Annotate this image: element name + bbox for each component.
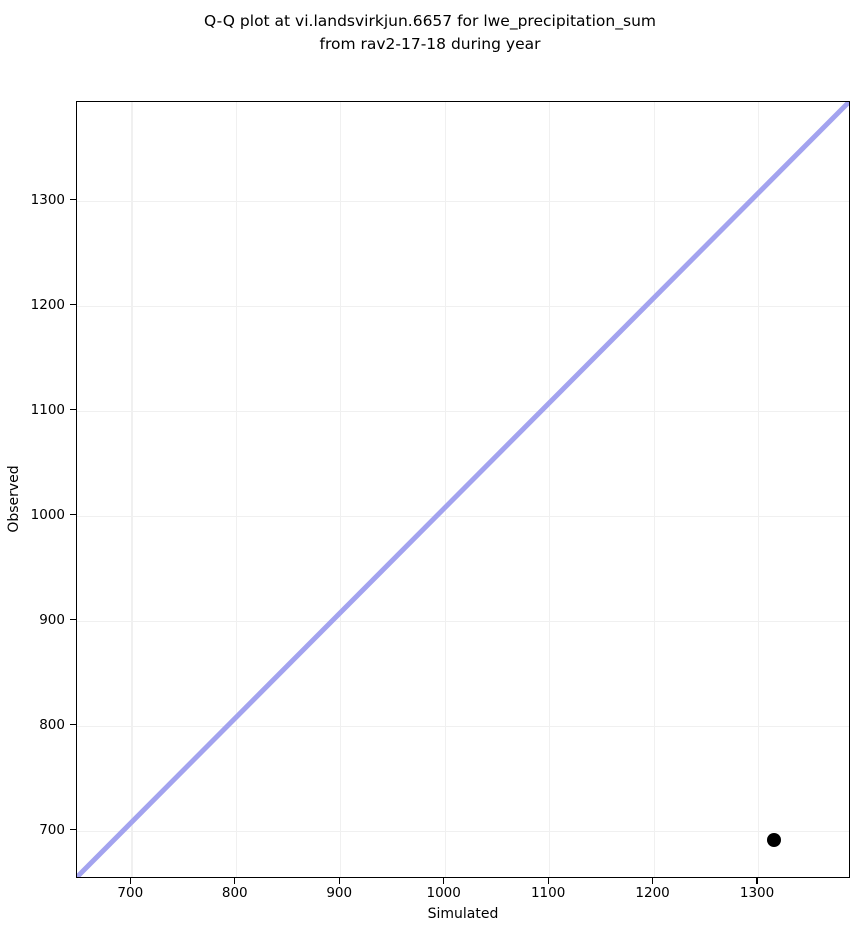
y-axis-tick-label: 1100 xyxy=(30,401,65,418)
x-axis-tick xyxy=(338,878,340,884)
x-axis-tick-label: 900 xyxy=(326,885,353,901)
gridline-vertical xyxy=(131,102,133,877)
data-point xyxy=(766,833,781,848)
gridline-horizontal xyxy=(77,410,849,412)
y-axis-tick-label: 700 xyxy=(39,821,65,838)
y-axis-tick xyxy=(70,619,76,621)
gridline-vertical xyxy=(653,102,655,877)
x-axis-tick xyxy=(651,878,654,884)
one-to-one-line xyxy=(77,102,849,877)
gridline-horizontal xyxy=(77,725,849,727)
x-axis-tick-label: 1200 xyxy=(635,885,670,901)
y-axis-label-text: Observed xyxy=(6,465,22,533)
y-axis-tick xyxy=(70,409,76,411)
gridline-vertical xyxy=(549,102,551,877)
x-axis-tick-label: 1300 xyxy=(739,885,775,901)
gridline-horizontal xyxy=(77,830,849,832)
x-axis-tick-label: 800 xyxy=(221,885,248,901)
gridline-horizontal xyxy=(77,620,849,622)
y-axis-tick-label: 900 xyxy=(39,611,65,628)
x-axis-tick xyxy=(443,878,445,884)
y-axis-tick xyxy=(70,829,76,831)
gridline-horizontal xyxy=(77,200,849,202)
y-axis-tick-label: 800 xyxy=(39,716,65,733)
y-axis-tick xyxy=(70,304,76,306)
x-axis-tick-label: 1000 xyxy=(426,885,461,901)
reference-line xyxy=(77,102,849,877)
y-axis-tick-label: 1300 xyxy=(30,191,65,208)
x-axis-tick xyxy=(234,878,236,884)
gridline-vertical xyxy=(444,102,446,877)
y-axis-tick xyxy=(70,199,76,201)
gridline-vertical xyxy=(340,102,342,877)
gridline-horizontal xyxy=(77,515,849,517)
gridline-vertical xyxy=(235,102,237,877)
y-axis-tick-label: 1000 xyxy=(30,506,65,523)
gridline-horizontal xyxy=(77,305,849,307)
gridline-vertical xyxy=(758,102,760,877)
y-axis-tick xyxy=(70,724,76,726)
x-axis-label: Simulated xyxy=(427,906,499,922)
x-axis-tick-label: 700 xyxy=(117,885,144,901)
x-axis-tick-label: 1100 xyxy=(530,885,566,901)
y-axis-tick-label: 1200 xyxy=(30,296,65,313)
chart-title: Q-Q plot at vi.landsvirkjun.6657 for lwe… xyxy=(204,12,656,53)
plot-area xyxy=(76,101,850,878)
x-axis-tick xyxy=(547,878,549,884)
y-axis-label: Observed xyxy=(4,465,24,532)
y-axis-tick xyxy=(70,514,76,516)
x-axis-tick xyxy=(756,878,758,884)
x-axis-tick xyxy=(129,878,131,884)
